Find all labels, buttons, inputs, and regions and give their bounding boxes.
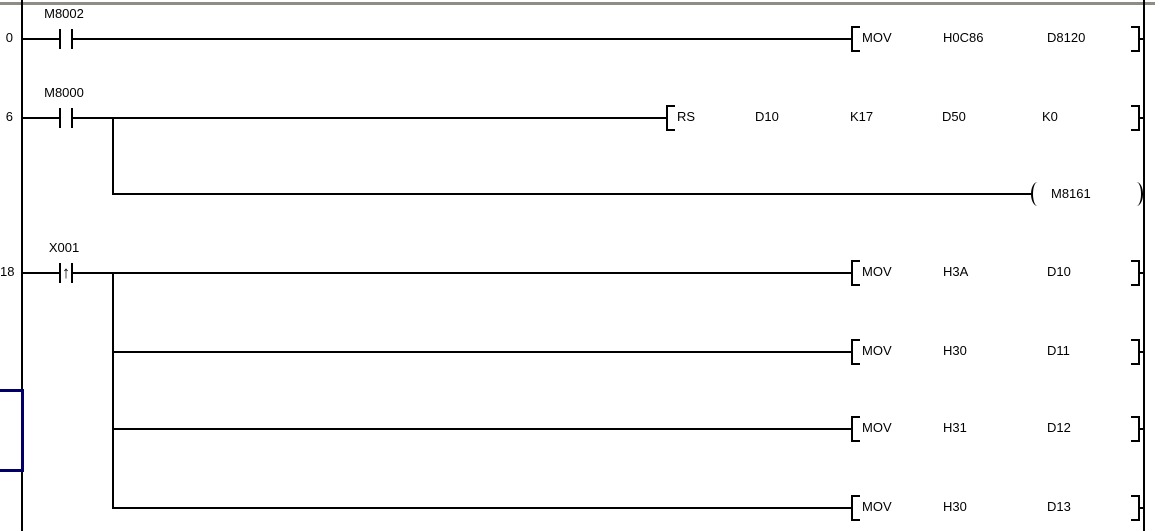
branch-wire (112, 272, 114, 509)
instruction-mnemonic[interactable]: RS (677, 109, 696, 124)
contact-x001-bar-right[interactable] (71, 263, 73, 283)
contact-m8000-bar-right[interactable] (71, 108, 73, 128)
coil-open-paren (1031, 182, 1044, 206)
instruction-left-bracket (851, 495, 860, 521)
instruction-operand[interactable]: H3A (943, 264, 969, 279)
instruction-operand[interactable]: D11 (1047, 343, 1070, 358)
wire (1140, 507, 1144, 509)
instruction-right-bracket (1131, 105, 1140, 131)
instruction-left-bracket (666, 105, 675, 131)
wire (21, 117, 59, 119)
instruction-mnemonic[interactable]: MOV (862, 499, 892, 514)
contact-m8002-bar-left[interactable] (59, 29, 61, 49)
instruction-right-bracket (1131, 495, 1140, 521)
instruction-left-bracket (851, 339, 860, 365)
wire (1140, 428, 1144, 430)
instruction-operand[interactable]: D13 (1047, 499, 1071, 514)
wire (1140, 272, 1144, 274)
instruction-right-bracket (1131, 260, 1140, 286)
instruction-operand[interactable]: H31 (943, 420, 967, 435)
wire (1140, 38, 1144, 40)
contact-label-x001: X001 (48, 240, 80, 255)
wire (112, 507, 853, 509)
wire (1140, 117, 1144, 119)
instruction-operand[interactable]: D10 (755, 109, 779, 124)
rising-edge-arrow-icon: ↑ (61, 263, 71, 282)
instruction-operand[interactable]: H0C86 (943, 30, 984, 45)
wire (112, 193, 1032, 195)
rung-number-18: 18 (0, 264, 15, 279)
wire (21, 272, 59, 274)
instruction-left-bracket (851, 260, 860, 286)
instruction-mnemonic[interactable]: MOV (862, 343, 892, 358)
coil-label-m8161[interactable]: M8161 (1051, 186, 1091, 201)
contact-m8000-bar-left[interactable] (59, 108, 61, 128)
contact-m8002-bar-right[interactable] (71, 29, 73, 49)
instruction-operand[interactable]: H30 (943, 499, 967, 514)
branch-wire (112, 117, 114, 195)
instruction-operand[interactable]: D12 (1047, 420, 1071, 435)
rung-number-0: 0 (5, 30, 13, 45)
instruction-right-bracket (1131, 339, 1140, 365)
instruction-operand[interactable]: H30 (943, 343, 967, 358)
instruction-mnemonic[interactable]: MOV (862, 264, 892, 279)
instruction-operand[interactable]: D50 (942, 109, 966, 124)
instruction-mnemonic[interactable]: MOV (862, 30, 892, 45)
window-top-border (0, 2, 1155, 5)
instruction-operand[interactable]: K0 (1042, 109, 1058, 124)
rung-number-6: 6 (5, 109, 13, 124)
wire (73, 272, 853, 274)
right-power-rail (1143, 0, 1145, 531)
wire (112, 351, 853, 353)
instruction-operand[interactable]: D10 (1047, 264, 1071, 279)
left-power-rail (21, 0, 23, 531)
instruction-mnemonic[interactable]: MOV (862, 420, 892, 435)
contact-label-m8002: M8002 (44, 6, 84, 21)
wire (73, 38, 853, 40)
wire (1140, 351, 1144, 353)
instruction-operand[interactable]: D8120 (1047, 30, 1086, 45)
instruction-left-bracket (851, 416, 860, 442)
instruction-operand[interactable]: K17 (850, 109, 874, 124)
wire (1141, 193, 1144, 195)
selection-cursor[interactable] (0, 389, 24, 472)
wire (112, 428, 853, 430)
contact-label-m8000: M8000 (44, 85, 84, 100)
instruction-right-bracket (1131, 416, 1140, 442)
instruction-right-bracket (1131, 26, 1140, 52)
instruction-left-bracket (851, 26, 860, 52)
wire (21, 38, 59, 40)
contact-x001-bar-left[interactable] (59, 263, 61, 283)
wire (73, 117, 668, 119)
